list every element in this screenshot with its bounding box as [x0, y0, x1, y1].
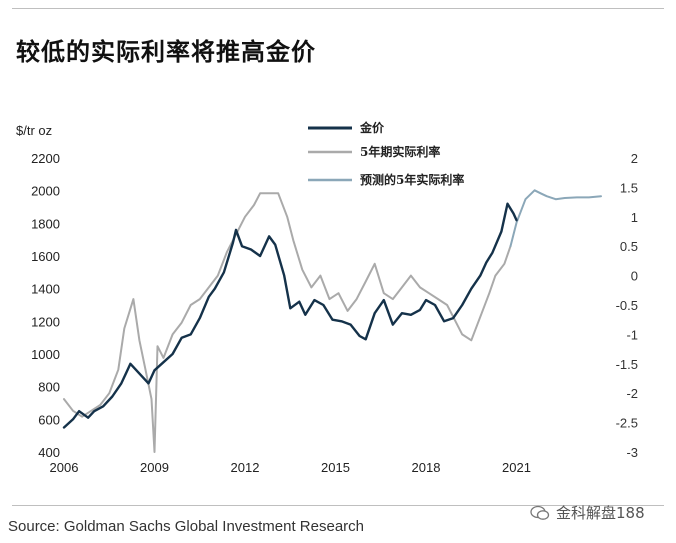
y2-tick-label: 0: [631, 269, 638, 284]
y2-tick-label: -0.5: [616, 298, 638, 313]
y2-tick-label: -1: [626, 327, 638, 342]
y2-tick-label: 1: [631, 210, 638, 225]
y-tick-label: 1200: [31, 314, 60, 329]
x-tick-label: 2006: [50, 460, 79, 475]
top-rule: [12, 8, 664, 9]
y2-tick-label: -3: [626, 445, 638, 460]
y-axis-left: 400 600 800 1000 1200 1400 1600 1800 2000 2200: [31, 151, 60, 460]
legend: 金价 5年期实际利率 预测的5年实际利率: [308, 120, 464, 187]
source-note: Source: Goldman Sachs Global Investment …: [8, 518, 365, 535]
chart-canvas: $/tr oz 金价 5年期实际利率 预测的5年实际利率 40060080010…: [16, 120, 638, 475]
y2-tick-label: 2: [631, 151, 638, 166]
legend-label-gold: 金价: [359, 120, 385, 135]
series-line-2: [509, 189, 602, 248]
y2-tick-label: -1.5: [616, 357, 638, 372]
x-axis: 2006 2009 2012 2015 2018 2021: [50, 460, 531, 475]
x-tick-label: 2021: [502, 460, 531, 475]
y-axis-label: $/tr oz: [16, 123, 52, 138]
series-group: [62, 189, 602, 453]
y-tick-label: 400: [38, 445, 60, 460]
y-tick-label: 2000: [31, 184, 60, 199]
y-tick-label: 1600: [31, 249, 60, 264]
y2-tick-label: 0.5: [620, 239, 638, 254]
watermark-text: 金科解盘188: [556, 504, 645, 522]
x-tick-label: 2009: [140, 460, 169, 475]
y-tick-label: 800: [38, 380, 60, 395]
y2-tick-label: 1.5: [620, 180, 638, 195]
bottom-rule: [12, 505, 664, 506]
y2-tick-label: -2.5: [616, 416, 638, 431]
y2-tick-label: -2: [626, 386, 638, 401]
legend-label-real-rate: 5年期实际利率: [360, 144, 440, 159]
y-tick-label: 2200: [31, 151, 60, 166]
x-tick-label: 2018: [412, 460, 441, 475]
y-tick-label: 1000: [31, 347, 60, 362]
series-line-0: [62, 202, 518, 429]
x-tick-label: 2015: [321, 460, 350, 475]
y-tick-label: 1400: [31, 282, 60, 297]
wechat-icon: [530, 505, 550, 520]
x-tick-label: 2012: [231, 460, 260, 475]
y-tick-label: 600: [38, 412, 60, 427]
watermark: 金科解盘188: [530, 502, 645, 523]
y-axis-right: -3 -2.5 -2 -1.5 -1 -0.5 0 0.5 1 1.5 2: [616, 151, 638, 460]
y-tick-label: 1800: [31, 216, 60, 231]
chart-title: 较低的实际利率将推高金价: [16, 38, 316, 66]
legend-label-forecast: 预测的5年实际利率: [360, 172, 464, 187]
series-line-1: [63, 192, 512, 453]
